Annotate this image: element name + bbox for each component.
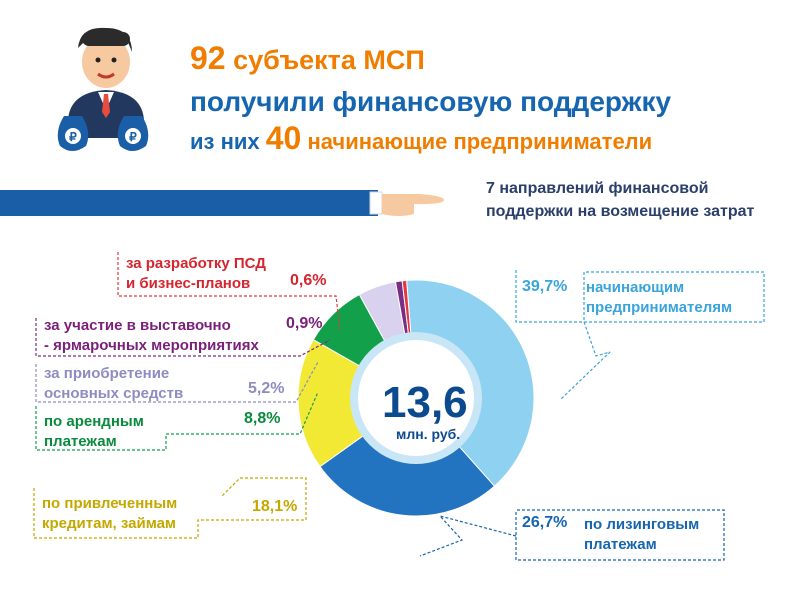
- title-line-3-text: начинающие предприниматели: [301, 129, 653, 154]
- smile: [97, 72, 115, 79]
- businessman-illustration: ₽ ₽: [57, 27, 149, 151]
- label-assets-line-1: за приобретение: [44, 365, 170, 382]
- pct-assets: 5,2%: [248, 380, 285, 397]
- label-assets-line-2: основных средств: [44, 385, 184, 402]
- label-credit-line-1: по привлеченным: [42, 495, 178, 512]
- pct-rent: 8,8%: [244, 410, 281, 427]
- label-leasing-line-1: по лизинговым: [584, 516, 700, 533]
- tie: [102, 94, 110, 118]
- eye-left: [95, 57, 101, 63]
- pct-start: 39,7%: [522, 278, 568, 295]
- eye-right: [111, 57, 117, 63]
- label-psd-line-1: за разработку ПСД: [126, 255, 266, 272]
- face: [82, 36, 130, 88]
- leader-expo: [35, 318, 331, 357]
- pct-expo: 0,9%: [286, 315, 323, 332]
- pct-psd: 0,6%: [290, 272, 327, 289]
- title-number-92: 92: [190, 40, 226, 76]
- sleeve: [0, 190, 378, 216]
- title-line-2: получили финансовую поддержку: [190, 86, 672, 117]
- label-expo-line-2: - ярмарочных мероприятиях: [44, 337, 259, 354]
- pct-credit: 18,1%: [252, 498, 298, 515]
- label-start-line-1: начинающим: [586, 279, 685, 296]
- leader-credit: [33, 477, 307, 539]
- chart-total-value: 13,6: [382, 378, 468, 427]
- hair-top: [82, 32, 130, 46]
- svg-text:₽: ₽: [69, 130, 77, 144]
- leader-start: [515, 270, 765, 323]
- svg-text:₽: ₽: [129, 130, 137, 144]
- title-line-3: из них 40 начинающие предприниматели: [190, 120, 652, 157]
- subtitle-line-1: 7 направлений финансовой: [486, 180, 709, 197]
- label-rent-line-2: платежам: [44, 433, 117, 450]
- title-number-40: 40: [265, 120, 302, 156]
- subtitle-line-2: поддержки на возмещение затрат: [486, 203, 755, 220]
- leader-leasing: [515, 509, 725, 561]
- leader-rent: [35, 391, 319, 451]
- label-rent-line-1: по арендным: [44, 413, 144, 430]
- label-credit-line-2: кредитам, займам: [42, 515, 177, 532]
- title-line-3-prefix: из них: [190, 129, 266, 154]
- leader-psd: [117, 252, 341, 331]
- label-leasing-line-2: платежам: [584, 536, 657, 553]
- pct-leasing: 26,7%: [522, 514, 568, 531]
- leader-assets: [35, 361, 319, 403]
- label-start-line-2: предпринимателям: [586, 299, 733, 316]
- donut-hole: [358, 340, 474, 456]
- leader-leasing-pointer: [419, 514, 517, 557]
- chart-total-unit: млн. руб.: [396, 426, 461, 442]
- title-line-1: 92 субъекта МСП: [190, 40, 425, 77]
- hand: [382, 194, 444, 216]
- money-bag-right: ₽: [117, 116, 149, 151]
- title-line-1-text: субъекта МСП: [225, 45, 425, 75]
- label-expo-line-1: за участие в выставочно: [44, 317, 231, 334]
- leader-start-pointer: [559, 321, 611, 401]
- money-bag-left: ₽: [57, 116, 89, 151]
- pointing-arm: [0, 190, 444, 216]
- label-psd-line-2: и бизнес-планов: [126, 275, 251, 292]
- donut-chart: [297, 279, 535, 517]
